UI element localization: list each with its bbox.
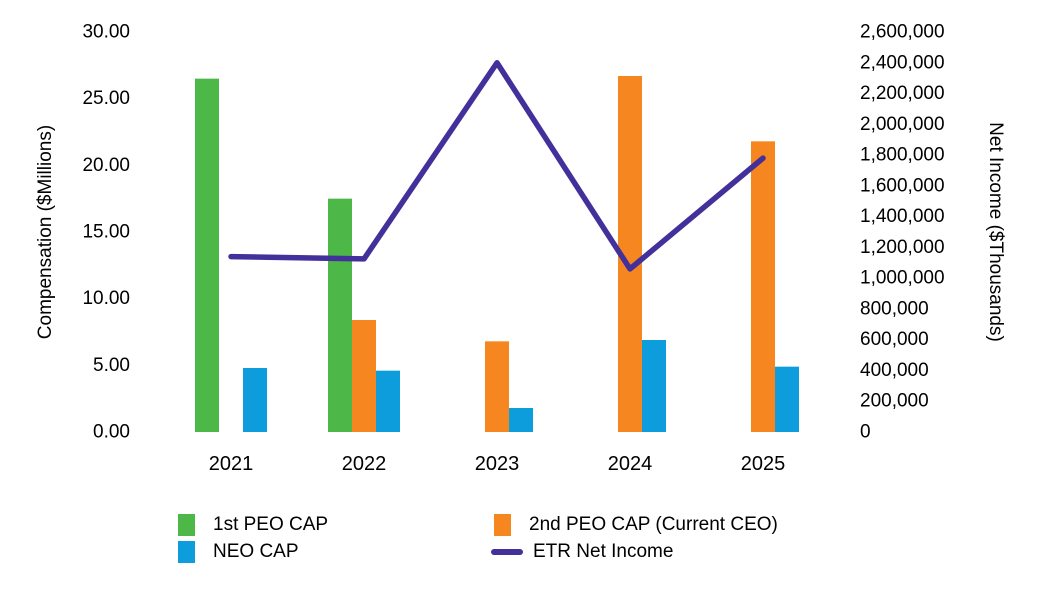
- right-axis-tick-label: 2,200,000: [860, 83, 945, 104]
- x-axis-category-label: 2023: [475, 453, 520, 475]
- legend-swatch-neo-cap: [178, 541, 195, 563]
- legend-label-2nd-peo-cap: 2nd PEO CAP (Current CEO): [529, 514, 778, 535]
- bar-neo-cap: [642, 340, 666, 432]
- right-axis-tick-label: 2,000,000: [860, 114, 945, 135]
- right-axis-tick-label: 1,200,000: [860, 237, 945, 258]
- bar-neo-cap: [775, 366, 799, 432]
- bar-neo-cap: [509, 408, 533, 432]
- left-axis-tick-label: 30.00: [82, 22, 130, 43]
- left-axis-tick-label: 10.00: [82, 288, 130, 309]
- x-axis-category-label: 2025: [741, 453, 786, 475]
- etr-net-income-line: [228, 60, 766, 272]
- legend-label-etr-net-income: ETR Net Income: [533, 541, 674, 562]
- right-axis-tick-label: 1,600,000: [860, 175, 945, 196]
- legend-swatch-etr-net-income-line: [491, 549, 523, 555]
- legend-swatch-1st-peo-cap: [178, 514, 195, 536]
- bar-1st-peo-cap: [195, 78, 219, 433]
- right-axis-tick-label: 600,000: [860, 329, 929, 350]
- right-axis-tick-label: 2,400,000: [860, 52, 945, 73]
- legend-swatch-2nd-peo-cap: [494, 514, 511, 536]
- right-axis-tick-label: 0: [860, 422, 871, 443]
- right-axis-tick-label: 800,000: [860, 298, 929, 319]
- right-axis-tick-label: 400,000: [860, 360, 929, 381]
- legend-item-neo-cap: NEO CAP: [178, 539, 299, 565]
- bar-2nd-peo-cap-current-ceo-: [751, 141, 775, 433]
- right-axis-title: Net Income ($Thousands): [985, 122, 1006, 342]
- right-axis-tick-label: 1,000,000: [860, 268, 945, 289]
- bar-2nd-peo-cap-current-ceo-: [352, 320, 376, 432]
- left-axis-tick-label: 25.00: [82, 88, 130, 109]
- left-axis-tick-label: 15.00: [82, 222, 130, 243]
- bar-neo-cap: [376, 370, 400, 432]
- left-axis-tick-label: 20.00: [82, 155, 130, 176]
- right-axis-tick-label: 1,800,000: [860, 145, 945, 166]
- legend-item-2nd-peo-cap: 2nd PEO CAP (Current CEO): [494, 512, 778, 538]
- legend-item-1st-peo-cap: 1st PEO CAP: [178, 512, 328, 538]
- bar-neo-cap: [243, 368, 267, 432]
- left-axis-tick-label: 5.00: [93, 355, 130, 376]
- right-axis-tick-label: 1,400,000: [860, 206, 945, 227]
- bar-2nd-peo-cap-current-ceo-: [485, 341, 509, 432]
- legend-label-1st-peo-cap: 1st PEO CAP: [213, 514, 329, 535]
- x-axis-category-label: 2022: [342, 453, 387, 475]
- legend-item-etr-net-income: ETR Net Income: [491, 539, 673, 565]
- left-axis-title: Compensation ($Millions): [35, 124, 56, 340]
- left-axis-tick-label: 0.00: [93, 422, 130, 443]
- x-axis-category-label: 2021: [209, 453, 254, 475]
- legend-label-neo-cap: NEO CAP: [213, 541, 299, 562]
- right-axis-tick-label: 200,000: [860, 391, 929, 412]
- bar-1st-peo-cap: [328, 198, 352, 432]
- right-axis-tick-label: 2,600,000: [860, 22, 945, 43]
- x-axis-category-label: 2024: [608, 453, 653, 475]
